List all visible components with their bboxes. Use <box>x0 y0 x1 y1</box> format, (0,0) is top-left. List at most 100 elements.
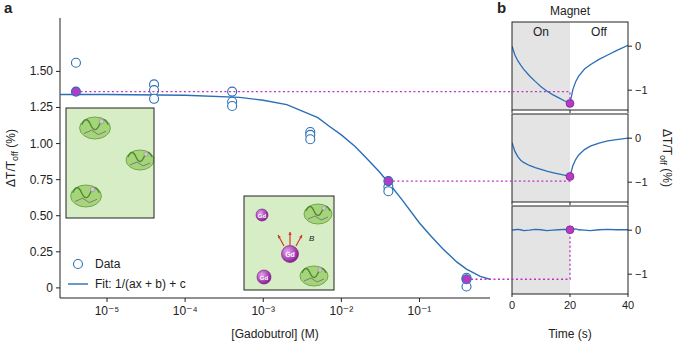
x-tick-label: 0 <box>509 299 515 311</box>
spin-arrow <box>278 235 284 246</box>
protein-body <box>126 150 154 170</box>
spin-arrow-head <box>278 235 281 239</box>
protein-helix <box>128 153 152 162</box>
label-part: (%) <box>4 129 18 151</box>
y-tick-label: 0 <box>46 281 53 295</box>
x-tick <box>185 298 186 302</box>
protein-site <box>318 268 322 272</box>
y-tick-label: 0 <box>635 224 641 236</box>
data-point <box>384 187 393 196</box>
y-tick <box>628 46 632 47</box>
y-tick <box>628 138 632 139</box>
protein-site <box>99 119 104 124</box>
y-tick <box>56 251 60 252</box>
data-point <box>306 135 315 144</box>
x-axis-title: [Gadobutrol] (M) <box>231 327 318 341</box>
data-point <box>71 87 80 96</box>
magnet-on-region <box>512 206 570 294</box>
figure: aGdGdGdB00.250.500.751.001.251.5010⁻⁵10⁻… <box>0 0 681 354</box>
y-tick <box>628 182 632 183</box>
y-tick-label: 0.50 <box>30 209 54 223</box>
spin-arrow <box>296 235 302 246</box>
x-tick <box>419 298 420 302</box>
inset-frame <box>244 196 334 290</box>
end-point <box>566 99 574 107</box>
inset-frame <box>66 108 154 218</box>
inset-ground <box>244 196 334 290</box>
label-sub: off <box>658 155 668 165</box>
protein-site <box>144 152 148 156</box>
data-point <box>71 58 80 67</box>
y-axis-title: ΔT/Toff (%) <box>4 129 20 187</box>
y-tick-label: 0.75 <box>30 173 54 187</box>
y-tick-label: 0.25 <box>30 245 54 259</box>
protein-helix <box>73 188 99 198</box>
label-sub: off <box>10 151 20 161</box>
protein-helix <box>306 207 330 216</box>
protein-strand <box>304 278 324 282</box>
inset-ground <box>66 108 154 218</box>
protein-strand <box>130 162 150 166</box>
protein-body <box>304 204 332 224</box>
signal-line <box>512 45 628 103</box>
panel-frame <box>512 114 628 202</box>
protein-site <box>90 187 95 192</box>
panel-frame <box>512 22 628 110</box>
gd-label: Gd <box>285 251 295 258</box>
label-part: ΔT/T <box>4 160 18 187</box>
protein-body <box>80 117 111 139</box>
x-axis-title: Time (s) <box>548 327 592 341</box>
x-tick <box>341 298 342 302</box>
y-tick-label: 1.50 <box>30 64 54 78</box>
y-tick <box>56 215 60 216</box>
y-tick <box>56 287 60 288</box>
gd-ion <box>257 270 271 284</box>
legend-label: Data <box>95 257 121 271</box>
y-tick-label: 0 <box>635 132 641 144</box>
spin-arrow-head <box>299 235 302 239</box>
x-axis-line <box>60 298 490 299</box>
y-tick-label: 1.00 <box>30 137 54 151</box>
end-point <box>566 172 574 180</box>
legend-swatch <box>68 283 88 284</box>
y-tick-label: 0 <box>635 40 641 52</box>
x-tick <box>107 298 108 302</box>
y-axis-title: ΔT/Toff (%) <box>658 129 674 187</box>
label-part: (%) <box>660 165 674 187</box>
plot-area <box>512 138 628 176</box>
state-label: Off <box>591 25 607 39</box>
inset-bound: GdGdGdB <box>244 196 334 290</box>
legend-label: Fit: 1/(ax + b) + c <box>95 277 186 291</box>
field-label: B <box>309 234 315 243</box>
label-part: ΔT/T <box>660 129 674 156</box>
x-tick-label: 10⁻² <box>330 304 354 318</box>
y-tick <box>56 179 60 180</box>
protein-strand <box>84 130 106 134</box>
data-point <box>462 275 471 284</box>
panel-title: Magnet <box>550 4 591 18</box>
x-tick-label: 40 <box>622 299 634 311</box>
gd-label: Gd <box>260 275 269 281</box>
y-tick-label: −1 <box>635 84 648 96</box>
spin-arrow-head <box>288 232 291 235</box>
y-tick-label: −1 <box>635 176 648 188</box>
data-point <box>150 86 159 95</box>
protein-site <box>322 206 326 210</box>
gd-ion <box>282 246 299 263</box>
inset-free <box>66 108 154 218</box>
x-tick-label: 10⁻³ <box>251 304 275 318</box>
protein-strand <box>308 216 328 220</box>
fit-line <box>60 94 490 279</box>
gd-ion <box>256 209 268 221</box>
magnet-on-region <box>512 114 570 202</box>
end-point <box>566 226 574 234</box>
connector <box>393 180 570 181</box>
protein-body <box>71 185 102 207</box>
x-tick-label: 10⁻⁴ <box>173 304 198 318</box>
x-tick-label: 10⁻¹ <box>408 304 432 318</box>
panel-letter: a <box>4 0 13 16</box>
state-label: On <box>533 25 549 39</box>
connectors <box>80 92 570 280</box>
legend-swatch <box>74 260 83 269</box>
data-point <box>384 177 393 186</box>
